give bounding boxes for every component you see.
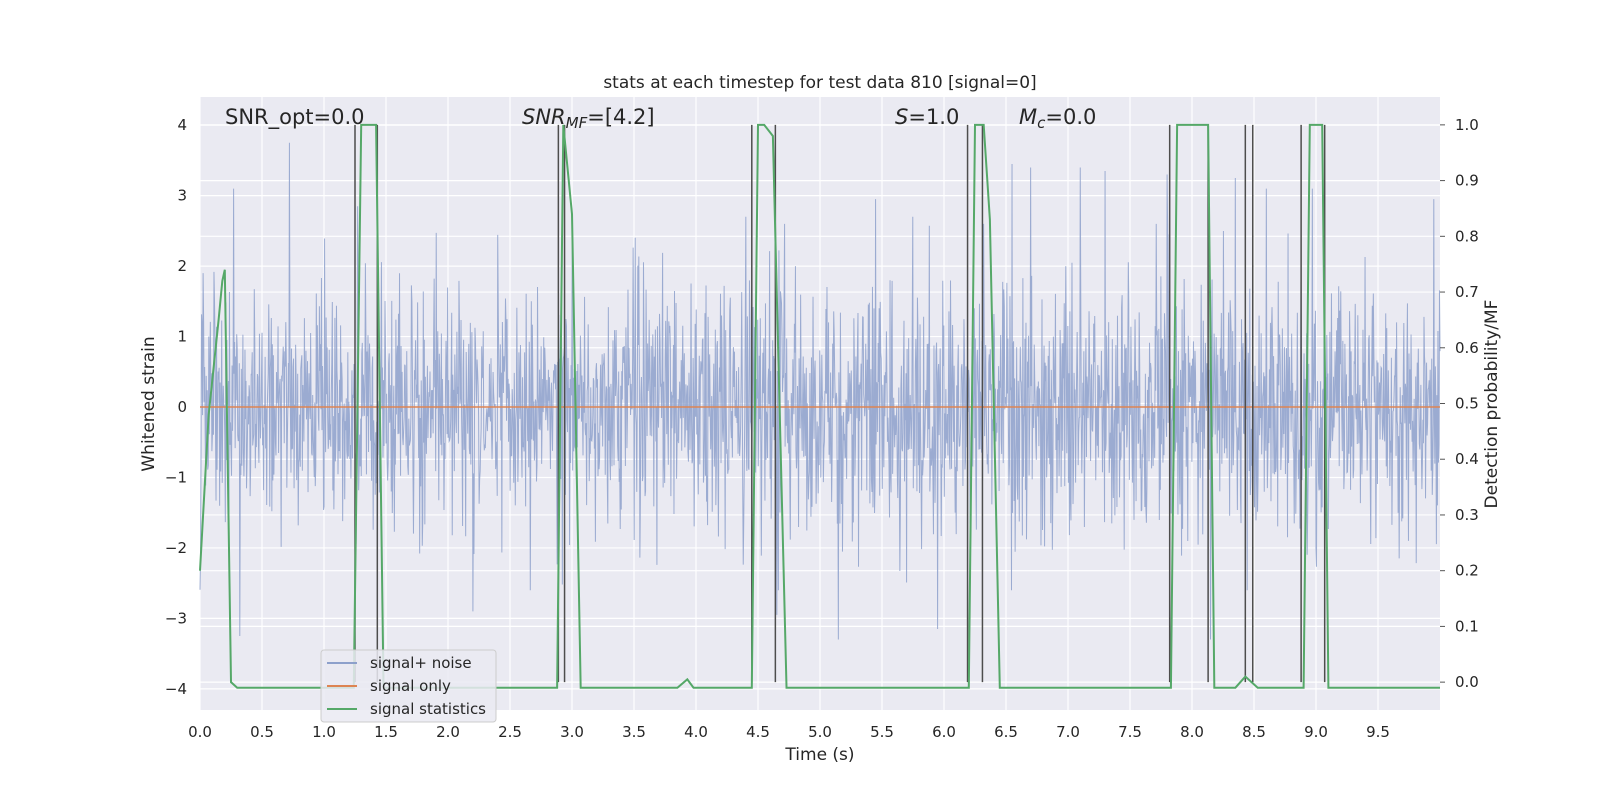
y2-tick-label: 0.8	[1455, 227, 1479, 245]
x-tick-label: 1.0	[312, 723, 336, 741]
y-tick-label: 1	[177, 328, 187, 346]
snr-mf-value: =[4.2]	[587, 105, 654, 129]
y2-tick-label: 0.0	[1455, 673, 1479, 691]
series-signal-noise	[199, 142, 1441, 640]
chart-title: stats at each timestep for test data 810…	[603, 73, 1036, 93]
y2-tick-label: 0.6	[1455, 339, 1479, 357]
series-signal-statistics	[199, 123, 1440, 689]
y2-tick-label: 0.5	[1455, 395, 1479, 413]
annotation-mc: Mc=0.0	[1019, 105, 1096, 132]
annotations: SNR_opt=0.0 SNRMF=[4.2] S=1.0 Mc=0.0	[225, 105, 1096, 132]
y-tick-label: 3	[177, 187, 187, 205]
x-tick-label: 0.5	[250, 723, 274, 741]
annotation-s: S=1.0	[895, 105, 959, 129]
y-tick-label: −1	[165, 468, 187, 486]
x-tick-label: 2.5	[498, 723, 522, 741]
y2-tick-label: 1.0	[1455, 116, 1479, 134]
y-tick-label: 2	[177, 257, 187, 275]
y2-axis-ticks: 1.0 0.9 0.8 0.7 0.6 0.5 0.4 0.3 0.2 0.1 0.0	[1440, 116, 1479, 691]
x-tick-label: 7.5	[1118, 723, 1142, 741]
snr-mf-symbol: SNR	[522, 105, 566, 129]
y2-tick-label: 0.9	[1455, 172, 1479, 190]
x-tick-label: 7.0	[1056, 723, 1080, 741]
y-axis-label: Whitened strain	[139, 336, 159, 471]
legend-label-signal-statistics: signal statistics	[370, 700, 486, 718]
legend-label-signal-noise: signal+ noise	[370, 654, 472, 672]
y-tick-label: 4	[177, 116, 187, 134]
s-symbol: S	[895, 105, 908, 129]
x-tick-label: 6.0	[932, 723, 956, 741]
x-tick-label: 6.5	[994, 723, 1018, 741]
x-tick-label: 4.0	[684, 723, 708, 741]
y2-tick-label: 0.4	[1455, 450, 1479, 468]
x-tick-label: 3.0	[560, 723, 584, 741]
legend-label-signal-only: signal only	[370, 677, 451, 695]
y-axis-ticks: 4 3 2 1 0 −1 −2 −3 −4	[165, 116, 187, 698]
s-value: =1.0	[908, 105, 959, 129]
y-tick-label: 0	[177, 398, 187, 416]
x-tick-label: 5.5	[870, 723, 894, 741]
x-tick-label: 5.0	[808, 723, 832, 741]
annotation-snr-mf: SNRMF=[4.2]	[522, 105, 655, 132]
x-tick-label: 9.5	[1366, 723, 1390, 741]
mc-subscript: c	[1037, 114, 1046, 132]
y2-tick-label: 0.2	[1455, 562, 1479, 580]
x-tick-label: 8.5	[1242, 723, 1266, 741]
x-tick-label: 8.0	[1180, 723, 1204, 741]
x-axis-label: Time (s)	[784, 745, 854, 765]
x-tick-label: 2.0	[436, 723, 460, 741]
x-tick-label: 4.5	[746, 723, 770, 741]
x-axis-ticks: 0.0 0.5 1.0 1.5 2.0 2.5 3.0 3.5 4.0 4.5 5.0 5.5 6.0 6…	[188, 723, 1390, 741]
x-tick-label: 9.0	[1304, 723, 1328, 741]
y2-tick-label: 0.1	[1455, 617, 1479, 635]
y2-tick-label: 0.7	[1455, 283, 1479, 301]
snr-mf-subscript: MF	[566, 114, 588, 132]
y2-tick-label: 0.3	[1455, 506, 1479, 524]
legend-box	[320, 649, 497, 723]
mc-value: =0.0	[1045, 105, 1096, 129]
y-tick-label: −2	[165, 539, 187, 557]
y-tick-label: −4	[165, 680, 187, 698]
x-tick-label: 0.0	[188, 723, 212, 741]
legend: signal+ noise signal only signal statist…	[320, 649, 497, 723]
annotation-snr-opt: SNR_opt=0.0	[225, 105, 365, 130]
x-tick-label: 3.5	[622, 723, 646, 741]
x-tick-label: 1.5	[374, 723, 398, 741]
y2-axis-label: Detection probability/MF	[1482, 300, 1502, 509]
mc-symbol: M	[1019, 105, 1037, 129]
statistics-line	[199, 123, 1440, 689]
noise-line	[199, 142, 1441, 640]
y-tick-label: −3	[165, 609, 187, 627]
